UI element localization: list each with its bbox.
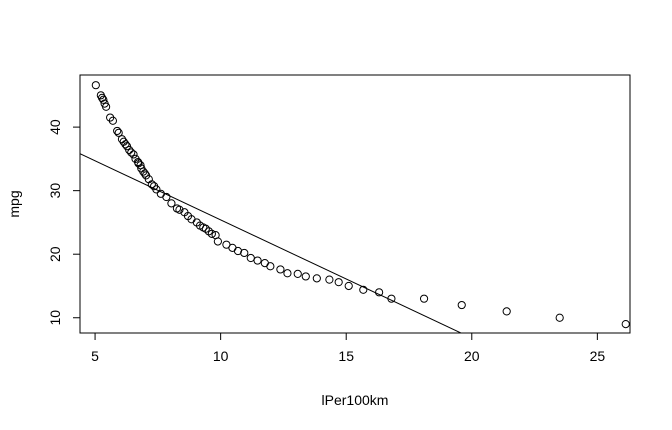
x-tick-label: 15 [338, 348, 354, 364]
data-point [175, 205, 184, 214]
data-point [207, 229, 216, 238]
y-tick-label: 10 [47, 310, 63, 326]
data-point [344, 281, 353, 291]
data-point [276, 265, 285, 274]
y-tick-label: 40 [47, 119, 63, 135]
data-point [457, 300, 466, 310]
data-point [359, 285, 368, 294]
data-point [125, 145, 134, 155]
data-point [167, 199, 176, 208]
data-point [162, 192, 171, 202]
regression-line [80, 153, 463, 333]
data-point [127, 148, 136, 157]
data-point [325, 275, 334, 284]
data-point [312, 274, 321, 283]
data-point [621, 320, 630, 329]
data-point [301, 272, 310, 281]
y-axis: 10 20 30 40 [47, 119, 81, 326]
data-point [114, 128, 123, 137]
data-point [152, 185, 161, 194]
data-point [387, 294, 396, 303]
data-point [134, 159, 143, 168]
x-axis: 5 10 15 20 25 [91, 332, 606, 364]
data-point [129, 150, 138, 159]
data-point [147, 180, 156, 189]
data-points [91, 81, 630, 329]
data-point [213, 237, 222, 246]
data-point [99, 95, 108, 104]
data-point [246, 253, 255, 263]
data-point [260, 258, 269, 268]
data-point [113, 126, 122, 136]
data-point [240, 248, 249, 258]
y-tick-label: 20 [47, 246, 63, 262]
data-point [555, 313, 564, 322]
data-point [91, 81, 100, 90]
y-tick-label: 30 [47, 183, 63, 199]
data-point [293, 269, 302, 279]
data-point [502, 307, 511, 316]
x-tick-label: 25 [590, 348, 606, 364]
x-tick-label: 10 [213, 348, 229, 364]
data-point [228, 243, 237, 252]
plot-frame [79, 74, 631, 334]
data-point [334, 278, 343, 287]
data-point [375, 288, 384, 297]
x-tick-label: 5 [91, 348, 99, 364]
data-point [108, 116, 117, 125]
data-point [117, 135, 127, 144]
data-point [140, 169, 149, 178]
data-point [253, 256, 262, 265]
regression-line-group [80, 153, 463, 333]
data-point [283, 269, 292, 278]
x-tick-label: 20 [464, 348, 480, 364]
y-axis-label: mpg [6, 190, 22, 217]
data-point [102, 102, 111, 111]
data-point [121, 140, 130, 149]
data-point [419, 294, 429, 303]
data-point [266, 262, 275, 271]
x-axis-label: lPer100km [322, 392, 389, 408]
